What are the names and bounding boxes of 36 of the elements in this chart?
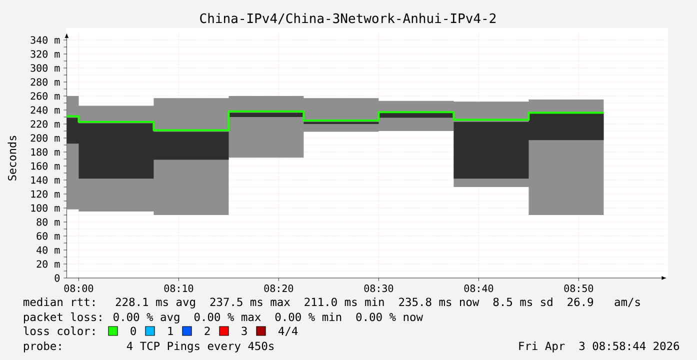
y-tick-label: 300 m bbox=[30, 64, 60, 72]
text: median rtt: 228.1 ms avg 237.5 ms max 211.0 ms min 235.8 ms now 8.5 ms sd 26.9 am/s bbox=[24, 298, 640, 308]
text: 2 bbox=[204, 326, 210, 335]
y-tick-label: 60 m bbox=[36, 232, 60, 240]
x-tick-label: 08:00 bbox=[64, 284, 94, 292]
text: 3 bbox=[242, 326, 247, 336]
text: loss color: bbox=[24, 326, 94, 336]
y-tick-label: 240 m bbox=[30, 106, 60, 114]
text: packet loss: 0.00 % avg 0.00 % max 0.00 % min 0.00 % now bbox=[24, 312, 423, 324]
text: 4/4 bbox=[278, 326, 298, 336]
y-tick-label: 0 bbox=[54, 274, 60, 282]
chart-title: China-IPv4/China-3Network-Anhui-IPv4-2 bbox=[200, 13, 496, 24]
x-tick-label: 08:30 bbox=[364, 284, 394, 292]
y-tick-label: 120 m bbox=[31, 190, 60, 198]
y-tick-label: 80 m bbox=[36, 218, 60, 226]
y-tick-label: 160 m bbox=[31, 162, 60, 170]
text: probe: 4 TCP Pings every 450s bbox=[24, 342, 274, 352]
x-tick-label: 08:10 bbox=[164, 284, 194, 292]
x-tick-label: 08:50 bbox=[564, 284, 594, 292]
y-tick-label: 220 m bbox=[30, 120, 60, 128]
text: 1 bbox=[168, 326, 173, 335]
y-tick-label: 40 m bbox=[36, 246, 60, 254]
y-tick-label: 100 m bbox=[31, 204, 60, 212]
y-tick-label: 180 m bbox=[31, 148, 60, 156]
y-tick-label: 140 m bbox=[31, 176, 60, 184]
x-tick-label: 08:20 bbox=[264, 284, 294, 292]
y-tick-label: 280 m bbox=[30, 78, 60, 86]
text: Fri Apr 3 08:58:44 2026 bbox=[519, 342, 680, 352]
y-tick-label: 20 m bbox=[36, 260, 60, 268]
y-tick-label: 340 m bbox=[30, 36, 60, 44]
text: 0 bbox=[130, 326, 136, 336]
y-axis-title: Seconds bbox=[8, 136, 16, 180]
y-tick-label: 200 m bbox=[30, 134, 60, 142]
y-tick-label: 320 m bbox=[30, 50, 60, 58]
y-tick-label: 260 m bbox=[30, 92, 60, 100]
x-tick-label: 08:40 bbox=[464, 284, 494, 292]
